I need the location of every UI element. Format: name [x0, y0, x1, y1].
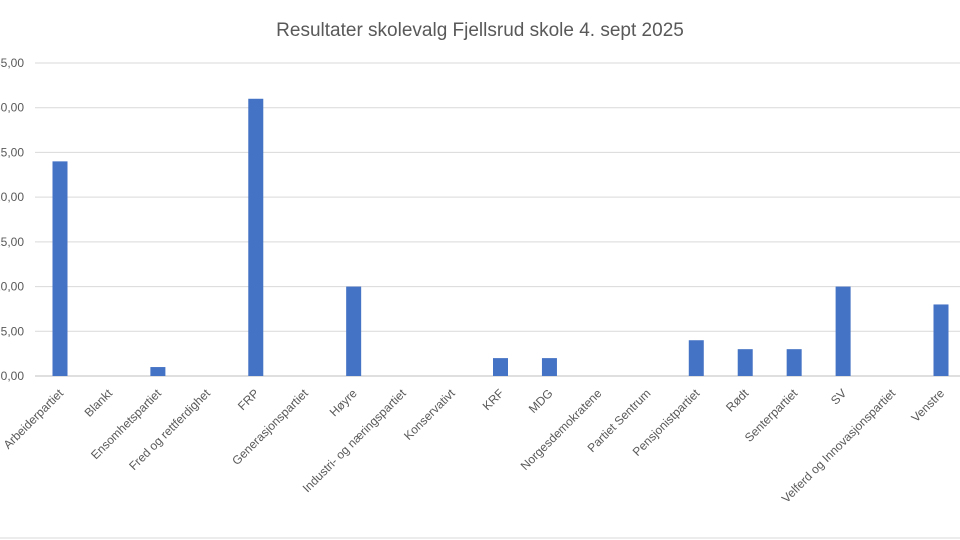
bar — [786, 349, 802, 376]
y-tick-label: 5,00 — [1, 324, 25, 338]
x-category-label: KRF — [480, 386, 507, 413]
bars — [52, 98, 949, 377]
y-tick-label: 10,00 — [0, 280, 24, 294]
x-category-label: Arbeiderpartiet — [1, 386, 67, 452]
y-tick-label: 35,00 — [0, 56, 24, 70]
bar — [150, 367, 166, 376]
bar — [737, 349, 753, 376]
bar — [933, 304, 949, 376]
x-category-label: Høyre — [327, 386, 360, 419]
bar — [493, 358, 508, 376]
x-category-label: Venstre — [908, 386, 947, 425]
y-tick-label: 25,00 — [0, 145, 24, 159]
y-tick-label: 20,00 — [0, 190, 24, 204]
x-category-label: MDG — [526, 386, 556, 416]
y-tick-label: 30,00 — [0, 101, 24, 115]
x-category-label: Fred og rettferdighet — [126, 386, 213, 473]
x-category-label: Blankt — [82, 386, 116, 420]
y-tick-label: 0,00 — [1, 369, 25, 383]
bar — [835, 286, 851, 376]
bar — [52, 161, 68, 376]
x-category-label: Industri- og næringspartiet — [300, 386, 409, 495]
y-axis-ticks: 0,00 5,00 10,00 15,00 20,00 25,00 30,00 35,00 — [0, 56, 24, 383]
x-category-label: Senterpartiet — [742, 386, 801, 445]
y-tick-label: 15,00 — [0, 235, 24, 249]
x-category-label: FRP — [235, 386, 262, 413]
x-category-label: Norgesdemokratene — [518, 386, 605, 473]
gridlines — [35, 62, 960, 377]
bar — [541, 358, 557, 376]
x-category-label: SV — [828, 386, 849, 407]
x-category-label: Konservativt — [401, 386, 458, 443]
bar — [346, 286, 362, 376]
bar — [688, 340, 704, 376]
bar — [248, 98, 264, 377]
x-axis-categories: Arbeiderpartiet BlanktEnsomhetspartietFre… — [1, 386, 948, 506]
chart-title: Resultater skolevalg Fjellsrud skole 4. … — [276, 20, 684, 41]
x-category-label: Rødt — [723, 386, 752, 415]
